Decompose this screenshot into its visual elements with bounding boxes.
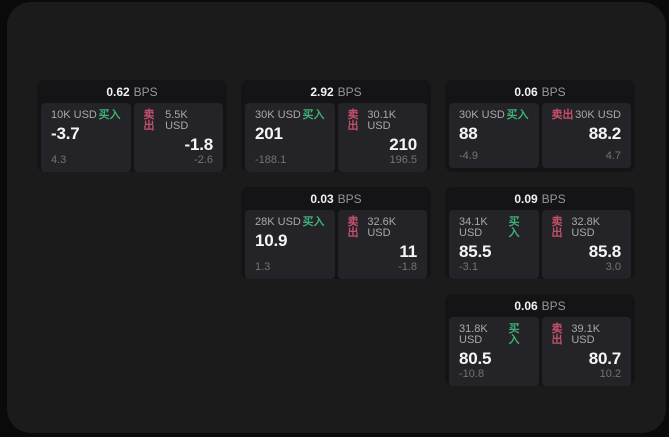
bps-value: 0.06 [514, 84, 538, 99]
bps-unit: BPS [133, 84, 158, 99]
sell-label: 卖出 [551, 323, 563, 346]
bps-unit: BPS [541, 298, 566, 313]
sell-amount: 30K USD [575, 109, 621, 121]
buy-panel[interactable]: 30K USD 买入 88 -4.9 [449, 103, 539, 168]
sell-label: 卖出 [551, 216, 563, 239]
sell-panel[interactable]: 卖出 30.1K USD 210 196.5 [337, 103, 427, 172]
sell-amount: 39.1K USD [571, 323, 601, 346]
bps-unit: BPS [337, 191, 362, 206]
buy-subvalue: -3.1 [459, 260, 478, 273]
card-body: 31.8K USD 买入 80.5 -10.8 卖出 39.1K USD 80.… [445, 317, 635, 386]
bps-unit: BPS [337, 84, 362, 99]
card-header: 0.09 BPS [445, 187, 635, 210]
sell-price: 11 [399, 242, 417, 261]
buy-price: 88 [459, 124, 478, 143]
card-body: 30K USD 买入 88 -4.9 卖出 30K USD 88.2 4.7 [445, 103, 635, 172]
buy-price: 201 [255, 124, 283, 143]
card-body: 28K USD 买入 10.9 1.3 卖出 32.6K USD 11 -1.8 [241, 210, 431, 279]
bps-value: 2.92 [310, 84, 334, 99]
sell-subvalue: 4.7 [605, 150, 621, 162]
buy-price: 85.5 [459, 242, 492, 261]
card-header: 2.92 BPS [241, 80, 431, 103]
sell-amount: 5.5K USD [165, 109, 189, 132]
buy-amount: 10K USD [51, 109, 97, 121]
sell-subvalue: 196.5 [389, 153, 417, 166]
buy-label: 买入 [98, 109, 121, 121]
buy-price: 10.9 [255, 231, 288, 250]
quote-card: 0.09 BPS 34.1K USD 买入 85.5 -3.1 卖出 32.8K… [445, 187, 635, 279]
buy-panel[interactable]: 30K USD 买入 201 -188.1 [245, 103, 335, 172]
bps-unit: BPS [541, 84, 566, 99]
buy-subvalue: -188.1 [255, 153, 287, 166]
sell-subvalue: -1.8 [398, 260, 417, 273]
buy-panel[interactable]: 34.1K USD 买入 85.5 -3.1 [449, 210, 539, 279]
quote-card: 0.06 BPS 30K USD 买入 88 -4.9 卖出 30K USD [445, 80, 635, 172]
buy-subvalue: -4.9 [459, 150, 478, 162]
buy-subvalue: 4.3 [51, 153, 67, 166]
sell-amount: 32.8K USD [571, 216, 601, 239]
sell-panel[interactable]: 卖出 39.1K USD 80.7 10.2 [541, 317, 631, 386]
card-header: 0.06 BPS [445, 294, 635, 317]
card-body: 34.1K USD 买入 85.5 -3.1 卖出 32.8K USD 85.8… [445, 210, 635, 279]
bps-unit: BPS [541, 191, 566, 206]
sell-panel[interactable]: 卖出 32.8K USD 85.8 3.0 [541, 210, 631, 279]
buy-label: 买入 [302, 216, 325, 228]
bps-value: 0.62 [106, 84, 130, 99]
buy-price: -3.7 [51, 124, 80, 143]
buy-label: 买入 [302, 109, 325, 121]
sell-panel[interactable]: 卖出 5.5K USD -1.8 -2.6 [133, 103, 223, 172]
buy-label: 买入 [506, 109, 529, 121]
sell-price: -1.8 [184, 135, 214, 154]
quote-card: 0.06 BPS 31.8K USD 买入 80.5 -10.8 卖出 39.1… [445, 294, 635, 386]
bps-value: 0.06 [514, 298, 538, 313]
buy-subvalue: -10.8 [459, 367, 485, 380]
buy-amount: 30K USD [459, 109, 505, 121]
sell-amount: 32.6K USD [367, 216, 397, 239]
quote-card: 0.03 BPS 28K USD 买入 10.9 1.3 卖出 32.6K US… [241, 187, 431, 279]
buy-price: 80.5 [459, 349, 492, 368]
sell-price: 210 [389, 135, 417, 154]
buy-panel[interactable]: 28K USD 买入 10.9 1.3 [245, 210, 335, 279]
sell-price: 80.7 [588, 349, 621, 368]
sell-subvalue: -2.6 [194, 153, 213, 166]
card-header: 0.03 BPS [241, 187, 431, 210]
sell-panel[interactable]: 卖出 32.6K USD 11 -1.8 [337, 210, 427, 279]
buy-panel[interactable]: 10K USD 买入 -3.7 4.3 [41, 103, 131, 172]
sell-panel[interactable]: 卖出 30K USD 88.2 4.7 [541, 103, 631, 168]
quote-card: 2.92 BPS 30K USD 买入 201 -188.1 卖出 30.1K … [241, 80, 431, 172]
buy-amount: 30K USD [255, 109, 301, 121]
sell-label: 卖出 [143, 109, 155, 132]
sell-label: 卖出 [347, 109, 359, 132]
quote-card: 0.62 BPS 10K USD 买入 -3.7 4.3 卖出 5.5K USD [37, 80, 227, 172]
card-body: 10K USD 买入 -3.7 4.3 卖出 5.5K USD -1.8 -2.… [37, 103, 227, 172]
buy-amount: 28K USD [255, 216, 301, 228]
sell-price: 88.2 [588, 124, 621, 143]
buy-panel[interactable]: 31.8K USD 买入 80.5 -10.8 [449, 317, 539, 386]
bps-value: 0.09 [514, 191, 538, 206]
sell-subvalue: 10.2 [599, 367, 621, 380]
sell-label: 卖出 [347, 216, 359, 239]
app-window: 0.62 BPS 10K USD 买入 -3.7 4.3 卖出 5.5K USD [7, 2, 666, 433]
buy-label: 买入 [508, 216, 520, 239]
sell-label: 卖出 [551, 109, 574, 121]
buy-amount: 34.1K USD [459, 216, 488, 239]
quote-grid: 0.62 BPS 10K USD 买入 -3.7 4.3 卖出 5.5K USD [37, 80, 635, 386]
card-header: 0.06 BPS [445, 80, 635, 103]
bps-value: 0.03 [310, 191, 334, 206]
buy-amount: 31.8K USD [459, 323, 488, 346]
buy-label: 买入 [508, 323, 520, 346]
sell-amount: 30.1K USD [367, 109, 397, 132]
sell-price: 85.8 [588, 242, 621, 261]
card-header: 0.62 BPS [37, 80, 227, 103]
card-body: 30K USD 买入 201 -188.1 卖出 30.1K USD 210 1… [241, 103, 431, 172]
buy-subvalue: 1.3 [255, 260, 271, 273]
sell-subvalue: 3.0 [605, 260, 621, 273]
